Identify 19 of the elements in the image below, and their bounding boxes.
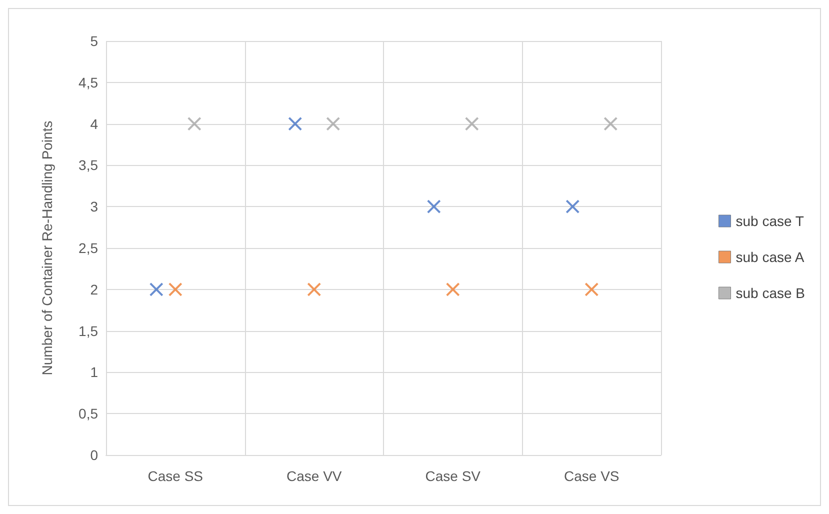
y-tick-label: 5 xyxy=(90,33,98,49)
x-tick-label: Case VV xyxy=(286,468,342,484)
y-tick-label: 3 xyxy=(90,198,98,215)
legend-label: sub case A xyxy=(736,249,805,265)
y-tick-label: 4,5 xyxy=(78,74,98,90)
y-axis-title: Number of Container Re-Handling Points xyxy=(39,120,55,376)
legend-label: sub case T xyxy=(736,213,804,229)
y-tick-label: 4 xyxy=(90,116,98,132)
y-tick-label: 1 xyxy=(90,364,98,380)
x-tick-label: Case SV xyxy=(425,468,482,484)
x-tick-label: Case SS xyxy=(148,468,203,484)
y-tick-label: 2,5 xyxy=(78,240,98,256)
y-tick-label: 2 xyxy=(90,281,98,298)
y-tick-label: 0 xyxy=(90,447,98,463)
y-tick-label: 0,5 xyxy=(78,406,98,422)
y-tick-label: 1,5 xyxy=(78,322,98,339)
x-tick-label: Case VS xyxy=(564,468,620,484)
y-tick-label: 3,5 xyxy=(78,157,98,174)
legend-label: sub case B xyxy=(736,285,806,301)
